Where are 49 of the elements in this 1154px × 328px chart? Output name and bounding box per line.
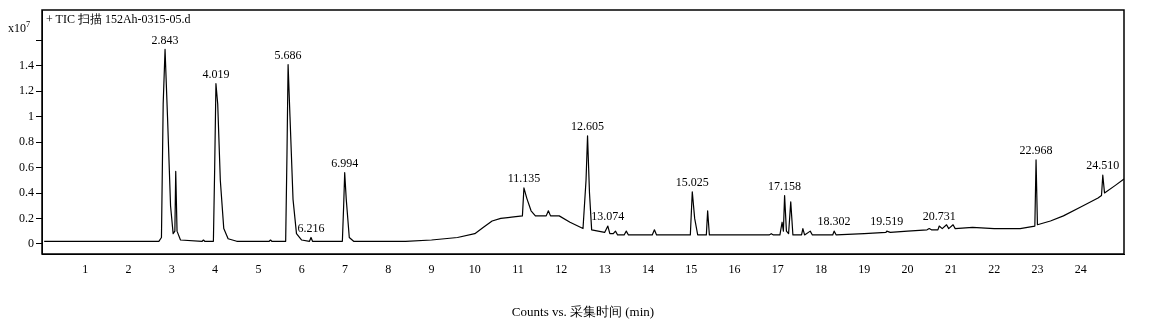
- annotation: 6.216: [297, 220, 325, 235]
- x-tick-label: 22: [988, 262, 1001, 277]
- annotation: 18.302: [817, 214, 851, 229]
- x-tick-label: 23: [1031, 262, 1044, 277]
- x-tick-label: 20: [901, 262, 914, 277]
- x-tick-label: 5: [255, 262, 262, 277]
- x-tick-label: 1: [82, 262, 89, 277]
- x-tick-label: 18: [815, 262, 828, 277]
- x-tick-label: 24: [1074, 262, 1087, 277]
- x-tick-label: 11: [512, 262, 524, 277]
- y-tick-label: 1: [28, 108, 34, 123]
- x-tick-label: 10: [468, 262, 481, 277]
- x-tick-label: 6: [298, 262, 305, 277]
- y-tick-label: 0: [28, 235, 34, 250]
- x-tick-label: 16: [728, 262, 741, 277]
- x-tick-label: 15: [685, 262, 698, 277]
- annotation: 19.519: [870, 214, 904, 229]
- y-tick-label: 1.4: [19, 58, 34, 73]
- annotation: 5.686: [274, 47, 302, 62]
- y-tick-label: 0.6: [19, 159, 34, 174]
- x-tick-label: 8: [385, 262, 392, 277]
- x-tick-label: 7: [341, 262, 348, 277]
- x-tick-label: 13: [598, 262, 611, 277]
- x-tick-label: 19: [858, 262, 871, 277]
- x-tick-label: 17: [771, 262, 784, 277]
- x-tick-label: 4: [212, 262, 219, 277]
- x-tick-label: 14: [641, 262, 654, 277]
- x-tick-label: 9: [428, 262, 435, 277]
- x-tick-label: 2: [125, 262, 132, 277]
- annotation: 2.843: [151, 32, 179, 47]
- x-tick-label: 3: [168, 262, 175, 277]
- y-tick-label: 0.4: [19, 185, 34, 200]
- annotation: 24.510: [1086, 158, 1120, 173]
- annotation: 15.025: [675, 174, 709, 189]
- x-tick-label: 12: [555, 262, 568, 277]
- annotation: 6.994: [331, 155, 359, 170]
- y-tick-label: 1.2: [19, 83, 34, 98]
- chart-title: + TIC 扫描 152Ah-0315-05.d: [46, 12, 191, 27]
- annotation: 4.019: [202, 66, 230, 81]
- annotation: 13.074: [591, 209, 625, 224]
- annotation: 17.158: [768, 178, 802, 193]
- x-tick-label: 21: [944, 262, 957, 277]
- annotation: 12.605: [571, 118, 605, 133]
- y-tick-label: 0.2: [19, 210, 34, 225]
- annotation: 22.968: [1019, 143, 1053, 158]
- y-tick-label: 0.8: [19, 134, 34, 149]
- annotation: 20.731: [922, 209, 956, 224]
- x-axis-title: Counts vs. 采集时间 (min): [511, 303, 655, 319]
- annotation: 11.135: [507, 171, 541, 186]
